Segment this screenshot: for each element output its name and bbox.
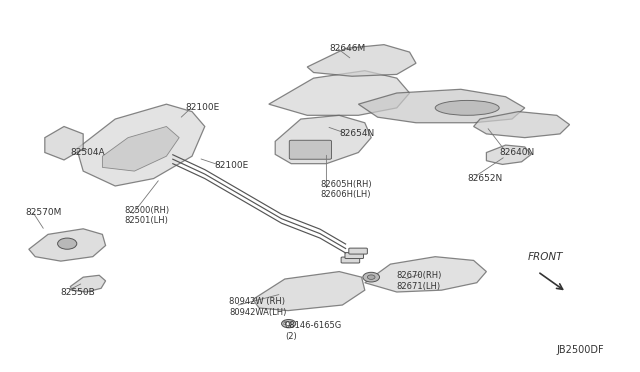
Polygon shape — [275, 115, 371, 164]
Text: 82570M: 82570M — [26, 208, 62, 217]
FancyBboxPatch shape — [289, 140, 332, 159]
Text: 80942W (RH)
80942WA(LH): 80942W (RH) 80942WA(LH) — [229, 297, 287, 317]
Polygon shape — [474, 112, 570, 138]
Text: 82654N: 82654N — [339, 129, 374, 138]
Circle shape — [363, 272, 380, 282]
Text: 82605H(RH)
82606H(LH): 82605H(RH) 82606H(LH) — [320, 180, 372, 199]
Polygon shape — [77, 104, 205, 186]
Ellipse shape — [435, 100, 499, 115]
Polygon shape — [102, 126, 179, 171]
Text: 82100E: 82100E — [214, 161, 249, 170]
Polygon shape — [486, 145, 531, 164]
Text: 82670(RH)
82671(LH): 82670(RH) 82671(LH) — [397, 271, 442, 291]
Polygon shape — [29, 229, 106, 261]
Text: 82646M: 82646M — [330, 44, 366, 53]
Polygon shape — [45, 126, 83, 160]
Text: JB2500DF: JB2500DF — [557, 345, 604, 355]
Text: 8: 8 — [283, 321, 287, 326]
Text: 82500(RH)
82501(LH): 82500(RH) 82501(LH) — [125, 206, 170, 225]
Text: 82640N: 82640N — [499, 148, 534, 157]
Polygon shape — [70, 275, 106, 292]
Circle shape — [285, 322, 292, 326]
Polygon shape — [307, 45, 416, 76]
FancyBboxPatch shape — [345, 253, 364, 259]
Text: 08146-6165G
(2): 08146-6165G (2) — [285, 321, 342, 341]
Text: FRONT: FRONT — [528, 252, 563, 262]
Text: 82550B: 82550B — [61, 288, 95, 296]
Circle shape — [58, 238, 77, 249]
Polygon shape — [269, 71, 410, 115]
Polygon shape — [365, 257, 486, 292]
Circle shape — [282, 320, 296, 328]
Polygon shape — [253, 272, 365, 311]
Circle shape — [367, 275, 375, 279]
Text: 82100E: 82100E — [186, 103, 220, 112]
Text: 82504A: 82504A — [70, 148, 105, 157]
FancyBboxPatch shape — [349, 248, 367, 254]
Polygon shape — [358, 89, 525, 123]
FancyBboxPatch shape — [341, 257, 360, 263]
Text: 82652N: 82652N — [467, 174, 502, 183]
